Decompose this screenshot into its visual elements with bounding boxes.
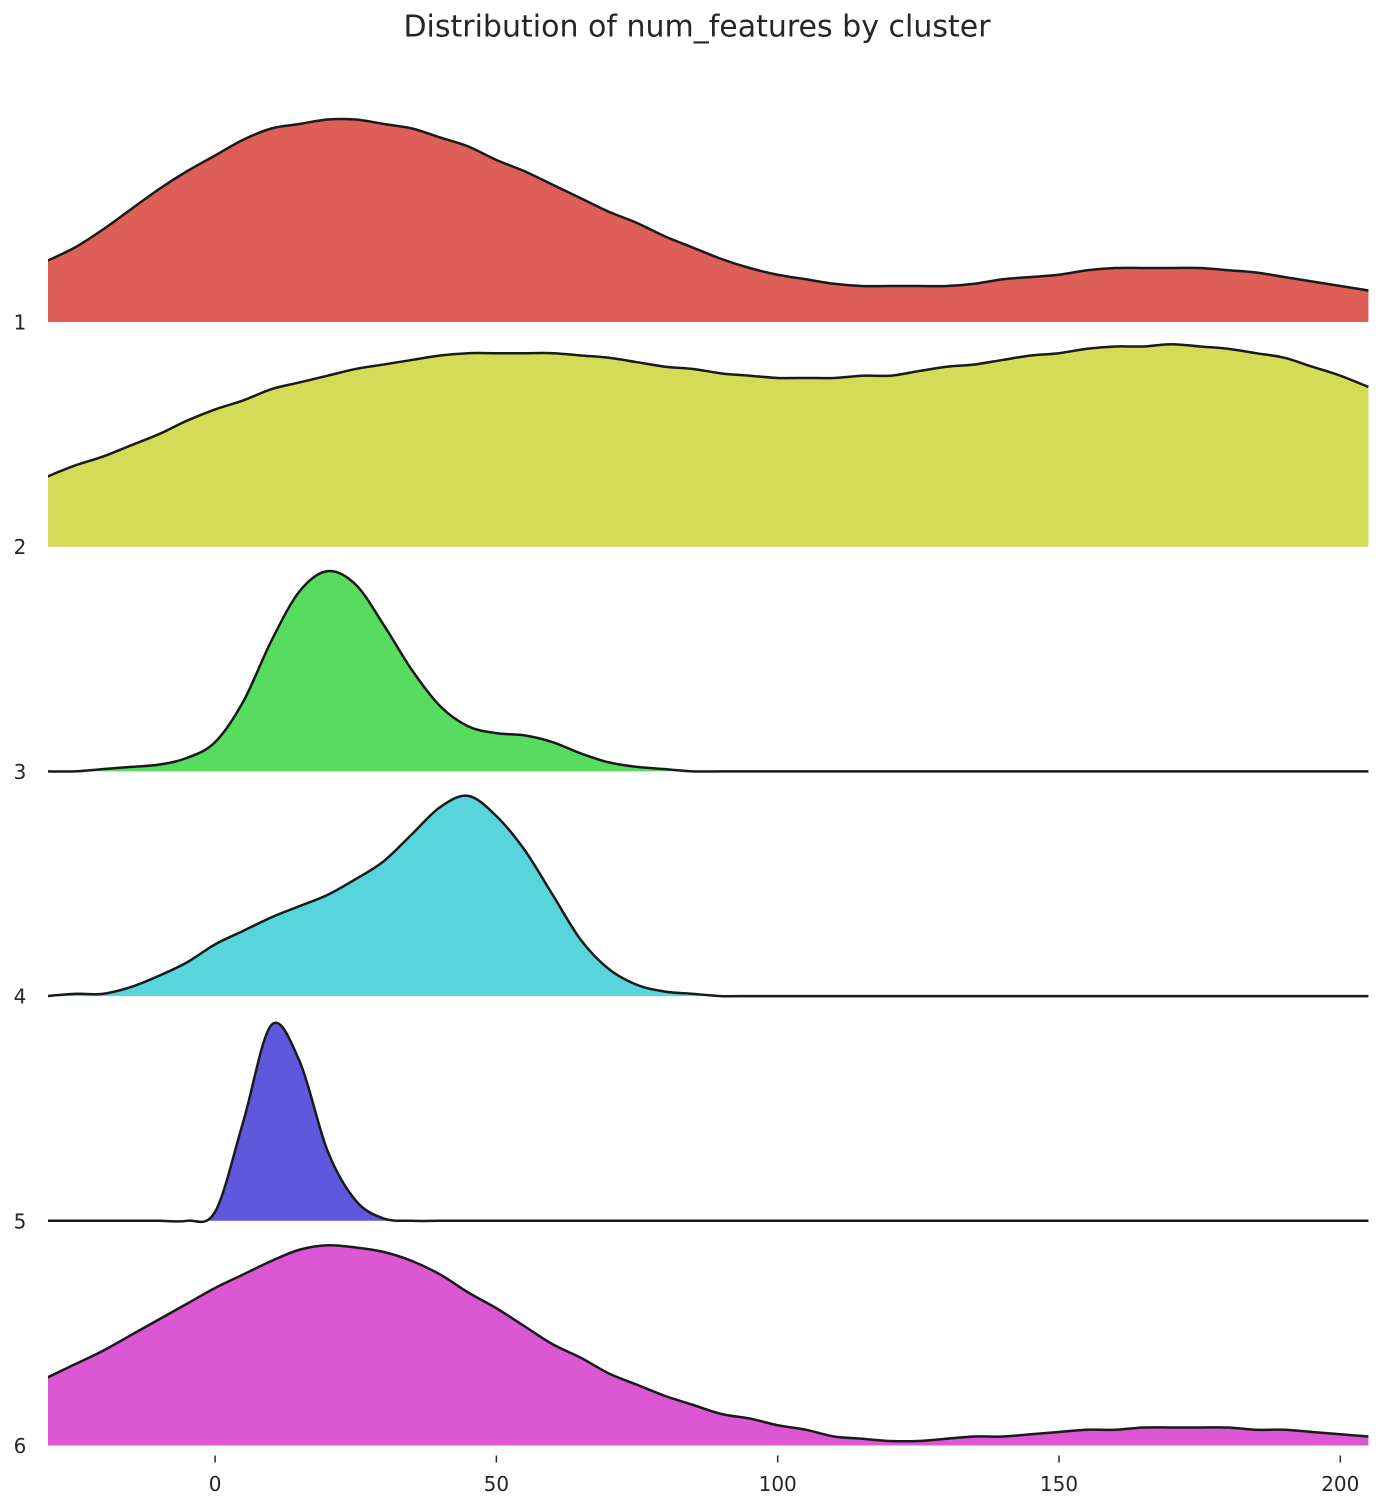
ridge-area [48, 795, 1369, 997]
ridge-area [48, 344, 1369, 547]
ridge-area [48, 1245, 1369, 1446]
ridge-line [48, 569, 1369, 773]
ridge-area [48, 118, 1369, 322]
ridge-area [48, 571, 1369, 772]
x-tick-label: 0 [209, 1472, 222, 1496]
ridge-line [48, 1243, 1369, 1443]
x-tick-label: 200 [1321, 1472, 1359, 1496]
x-tick-label: 100 [759, 1472, 797, 1496]
row-label: 2 [14, 535, 27, 559]
row-label: 1 [14, 311, 27, 335]
chart-title: Distribution of num_features by cluster [403, 10, 991, 45]
x-tick-label: 150 [1040, 1472, 1078, 1496]
ridge-line [48, 342, 1369, 478]
plot-area [48, 117, 1369, 1446]
row-label: 5 [14, 1209, 27, 1233]
ridge-area [48, 1022, 1369, 1222]
ridge-line [48, 117, 1369, 292]
row-label: 6 [14, 1434, 27, 1458]
row-label: 3 [14, 760, 27, 784]
row-label: 4 [14, 985, 27, 1009]
ridge-line [48, 794, 1369, 998]
x-tick-label: 50 [484, 1472, 509, 1496]
ridge-line [48, 1021, 1369, 1224]
